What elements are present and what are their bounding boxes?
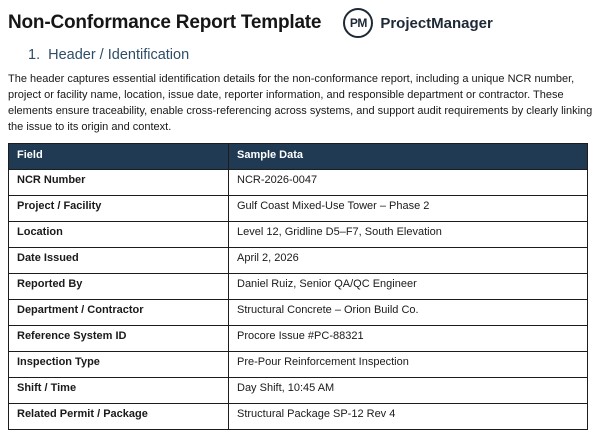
sample-data-cell: NCR-2026-0047 xyxy=(228,169,588,196)
table-row: Inspection Type Pre-Pour Reinforcement In… xyxy=(8,351,588,378)
ncr-identification-table: Field Sample Data NCR Number NCR-2026-004… xyxy=(8,143,588,430)
field-name-cell: Related Permit / Package xyxy=(8,403,229,430)
field-name-cell: Location xyxy=(8,221,229,248)
brand-logo: PM ProjectManager xyxy=(343,8,493,38)
sample-data-cell: Day Shift, 10:45 AM xyxy=(228,377,588,404)
sample-data-cell: Level 12, Gridline D5–F7, South Elevatio… xyxy=(228,221,588,248)
field-name-cell: Date Issued xyxy=(8,247,229,274)
field-name-cell: Reported By xyxy=(8,273,229,300)
column-header-sample-data: Sample Data xyxy=(228,143,588,170)
sample-data-cell: Structural Package SP-12 Rev 4 xyxy=(228,403,588,430)
sample-data-cell: April 2, 2026 xyxy=(228,247,588,274)
section-title: Header / Identification xyxy=(48,47,190,63)
table-row: Project / Facility Gulf Coast Mixed-Use T… xyxy=(8,195,588,222)
pm-monogram-icon: PM xyxy=(343,8,374,38)
field-name-cell: Inspection Type xyxy=(8,351,229,378)
table-row: Reference System ID Procore Issue #PC-883… xyxy=(8,325,588,352)
intro-paragraph: The header captures essential identifica… xyxy=(8,73,593,133)
section-number: 1. xyxy=(28,47,41,63)
table-row: Related Permit / Package Structural Packa… xyxy=(8,403,588,430)
sample-data-cell: Gulf Coast Mixed-Use Tower – Phase 2 xyxy=(228,195,588,222)
document-header: Non-Conformance Report Template PM Proje… xyxy=(0,0,600,38)
table-row: NCR Number NCR-2026-0047 xyxy=(8,169,588,196)
sample-data-cell: Structural Concrete – Orion Build Co. xyxy=(228,299,588,326)
pm-monogram-text: PM xyxy=(349,16,368,30)
table-row: Location Level 12, Gridline D5–F7, South … xyxy=(8,221,588,248)
field-name-cell: NCR Number xyxy=(8,169,229,196)
table-row: Department / Contractor Structural Concre… xyxy=(8,299,588,326)
page-title: Non-Conformance Report Template xyxy=(8,12,322,33)
field-name-cell: Reference System ID xyxy=(8,325,229,352)
sample-data-cell: Procore Issue #PC-88321 xyxy=(228,325,588,352)
field-name-cell: Shift / Time xyxy=(8,377,229,404)
table-row: Date Issued April 2, 2026 xyxy=(8,247,588,274)
section-heading: 1. Header / Identification xyxy=(28,47,600,63)
table-header-row: Field Sample Data xyxy=(8,143,588,170)
brand-name: ProjectManager xyxy=(380,14,493,32)
table-row: Reported By Daniel Ruiz, Senior QA/QC Eng… xyxy=(8,273,588,300)
field-name-cell: Department / Contractor xyxy=(8,299,229,326)
field-name-cell: Project / Facility xyxy=(8,195,229,222)
column-header-field: Field xyxy=(8,143,229,170)
sample-data-cell: Pre-Pour Reinforcement Inspection xyxy=(228,351,588,378)
sample-data-cell: Daniel Ruiz, Senior QA/QC Engineer xyxy=(228,273,588,300)
table-row: Shift / Time Day Shift, 10:45 AM xyxy=(8,377,588,404)
